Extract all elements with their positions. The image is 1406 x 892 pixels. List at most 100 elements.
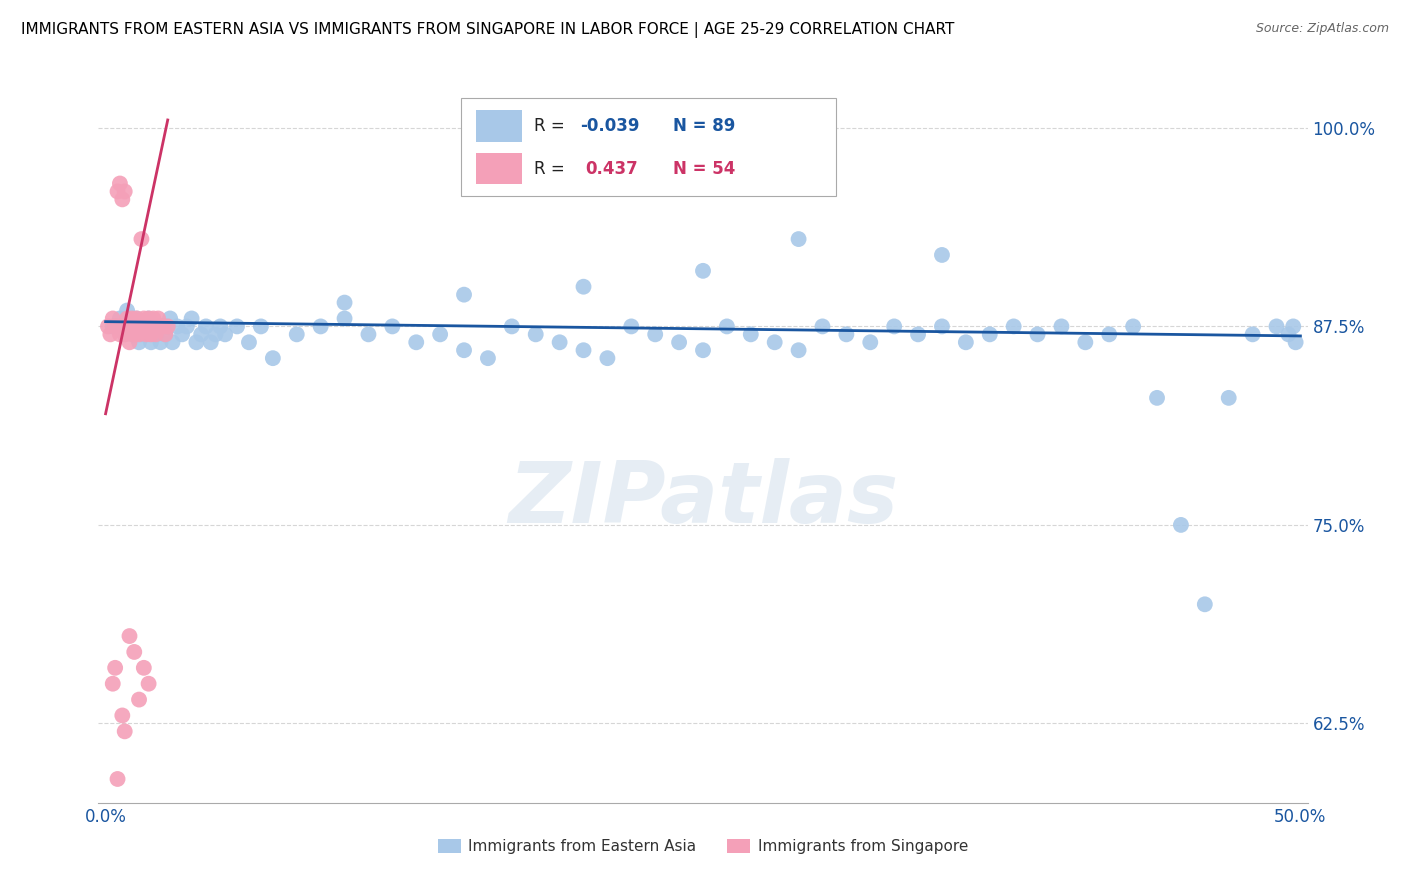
Text: ZIPatlas: ZIPatlas: [508, 458, 898, 541]
Point: [405, 335, 427, 350]
Point: [114, 185, 136, 199]
Point: [131, 319, 153, 334]
Point: [152, 319, 174, 334]
Point: [1277, 327, 1299, 342]
Point: [104, 319, 127, 334]
Point: [194, 319, 217, 334]
Point: [1074, 335, 1097, 350]
Point: [186, 335, 208, 350]
Point: [596, 351, 619, 366]
Point: [226, 319, 249, 334]
Point: [142, 319, 165, 334]
Point: [176, 319, 198, 334]
Point: [381, 319, 404, 334]
Point: [572, 343, 595, 358]
Point: [114, 327, 136, 342]
Point: [166, 319, 188, 334]
Point: [214, 327, 236, 342]
Point: [1241, 327, 1264, 342]
Point: [132, 311, 155, 326]
Point: [104, 661, 127, 675]
Point: [98, 327, 121, 342]
Point: [1170, 517, 1192, 532]
Point: [146, 319, 169, 334]
Point: [107, 185, 129, 199]
Point: [107, 772, 129, 786]
Point: [156, 319, 179, 334]
Point: [1194, 597, 1216, 611]
Point: [118, 319, 141, 334]
Point: [118, 319, 141, 334]
Point: [209, 319, 232, 334]
Point: [204, 327, 226, 342]
Point: [108, 327, 131, 342]
Point: [128, 335, 150, 350]
Point: [101, 311, 124, 326]
Point: [238, 335, 260, 350]
Point: [122, 319, 145, 334]
Text: -0.039: -0.039: [579, 117, 640, 135]
Point: [250, 319, 273, 334]
Point: [142, 319, 165, 334]
Point: [135, 319, 157, 334]
Point: [1026, 327, 1049, 342]
Point: [132, 661, 155, 675]
Point: [139, 319, 162, 334]
Point: [142, 311, 165, 326]
Point: [155, 327, 177, 342]
Point: [121, 311, 143, 326]
Point: [125, 311, 148, 326]
Text: N = 89: N = 89: [672, 117, 735, 135]
FancyBboxPatch shape: [475, 110, 522, 142]
Point: [162, 335, 184, 350]
Point: [156, 319, 179, 334]
Point: [740, 327, 762, 342]
Point: [692, 264, 714, 278]
Point: [170, 327, 193, 342]
Point: [122, 327, 145, 342]
Point: [138, 676, 160, 690]
Point: [101, 319, 124, 334]
Point: [132, 327, 155, 342]
Point: [716, 319, 738, 334]
Point: [835, 327, 858, 342]
Point: [501, 319, 523, 334]
Point: [931, 319, 953, 334]
Point: [1122, 319, 1144, 334]
Point: [145, 327, 167, 342]
Point: [763, 335, 786, 350]
Point: [955, 335, 977, 350]
Point: [907, 327, 929, 342]
Point: [811, 319, 834, 334]
Point: [108, 311, 131, 326]
Point: [620, 319, 643, 334]
Point: [309, 319, 332, 334]
Point: [333, 295, 356, 310]
Point: [125, 311, 148, 326]
Text: 0.437: 0.437: [586, 160, 638, 178]
Point: [787, 232, 810, 246]
Point: [128, 319, 150, 334]
Point: [1218, 391, 1240, 405]
Point: [1050, 319, 1073, 334]
Point: [149, 319, 172, 334]
Point: [121, 327, 143, 342]
Point: [146, 311, 169, 326]
Point: [97, 319, 120, 334]
Point: [121, 319, 143, 334]
Point: [131, 232, 153, 246]
Point: [152, 319, 174, 334]
Point: [108, 177, 131, 191]
Point: [118, 629, 141, 643]
Point: [122, 319, 145, 334]
Point: [859, 335, 882, 350]
Point: [101, 676, 124, 690]
Point: [190, 327, 212, 342]
Point: [138, 311, 160, 326]
Point: [524, 327, 547, 342]
Point: [333, 311, 356, 326]
Point: [149, 335, 172, 350]
Point: [139, 335, 162, 350]
Point: [135, 327, 157, 342]
Point: [931, 248, 953, 262]
